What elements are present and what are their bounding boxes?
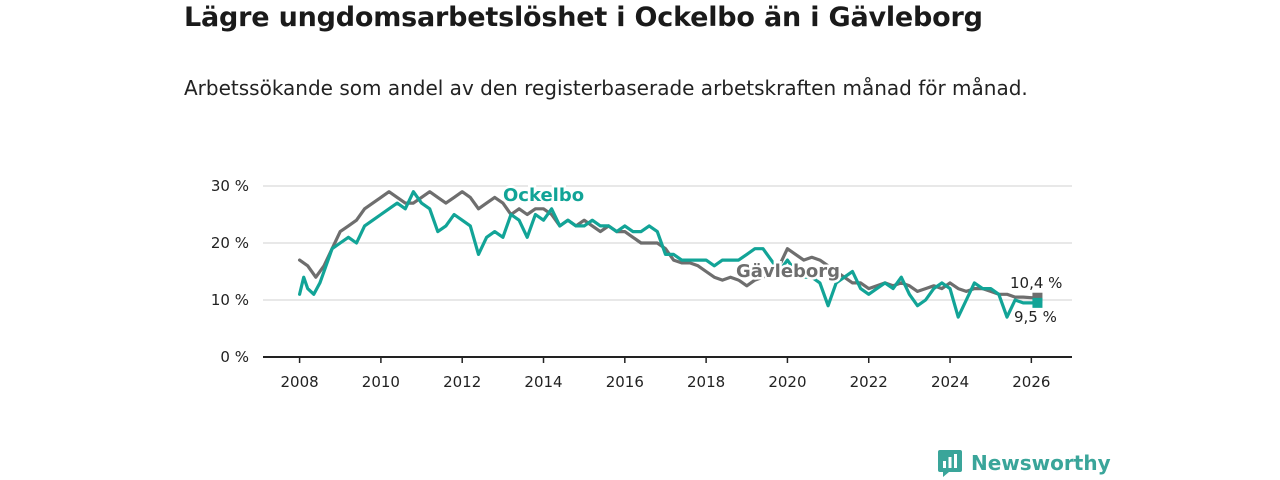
y-tick-label: 0 %: [220, 348, 249, 366]
x-tick-label: 2018: [687, 373, 725, 391]
brand-name: Newsworthy: [971, 451, 1111, 475]
x-tick-label: 2022: [850, 373, 888, 391]
x-tick-label: 2026: [1012, 373, 1050, 391]
series-end-marker-gävleborg: [1032, 292, 1043, 303]
end-value-label-gavleborg: 10,4 %: [1010, 274, 1062, 292]
y-tick-label: 20 %: [211, 234, 249, 252]
newsworthy-logo: Newsworthy: [937, 448, 1111, 478]
x-tick-label: 2014: [524, 373, 562, 391]
x-tick-label: 2024: [931, 373, 969, 391]
chart-title: Lägre ungdomsarbetslöshet i Ockelbo än i…: [184, 2, 983, 33]
series-end-marker-ockelbo: [1032, 297, 1043, 308]
x-axis: 2008 2010 2012 2014 2016 2018 2020 2022 2024 2026: [263, 356, 1072, 391]
series-label-gavleborg: Gävleborg: [736, 261, 840, 282]
x-tick-label: 2016: [606, 373, 644, 391]
newsworthy-icon: [938, 450, 962, 477]
end-value-label-ockelbo: 9,5 %: [1014, 308, 1057, 326]
chart-subtitle: Arbetssökande som andel av den registerb…: [184, 76, 1028, 100]
series-lines: [298, 190, 1043, 319]
x-tick-label: 2012: [443, 373, 481, 391]
y-axis: 0 % 10 % 20 % 30 %: [211, 177, 249, 366]
y-tick-label: 30 %: [211, 177, 249, 195]
y-tick-label: 10 %: [211, 291, 249, 309]
x-tick-label: 2020: [768, 373, 806, 391]
series-line-gävleborg: [298, 190, 1040, 300]
gridlines: [263, 185, 1072, 301]
series-labels: Ockelbo Gävleborg 10,4 % 9,5 %: [501, 183, 1065, 329]
x-tick-label: 2010: [362, 373, 400, 391]
x-tick-label: 2008: [280, 373, 318, 391]
series-label-ockelbo: Ockelbo: [503, 185, 584, 206]
series-line-ockelbo: [298, 190, 1040, 319]
